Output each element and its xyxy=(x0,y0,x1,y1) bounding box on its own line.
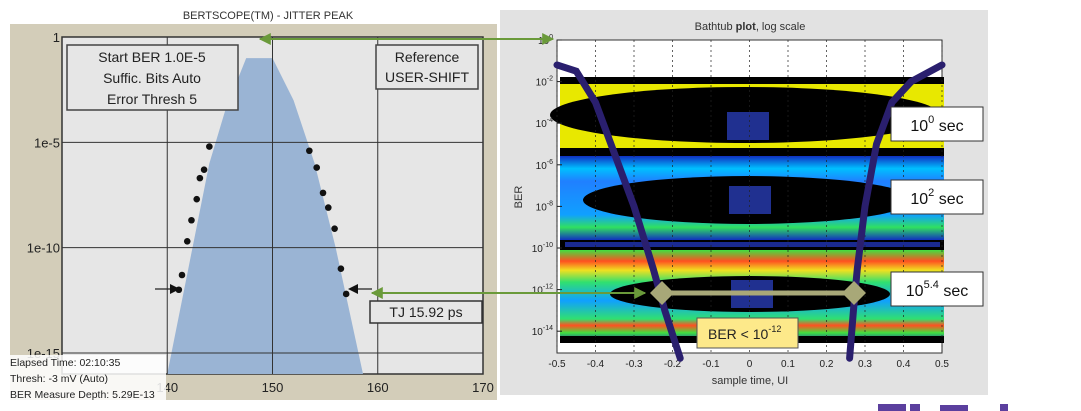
y-tick-label: 1 xyxy=(53,30,60,45)
threshold: Thresh: -3 mV (Auto) xyxy=(10,373,108,385)
y-tick-label: 10-2 xyxy=(536,76,553,89)
band-label-box: 100 sec xyxy=(890,106,984,142)
x-tick-label: 170 xyxy=(472,380,494,395)
logo-fragment xyxy=(878,404,1008,411)
band-labels: 100 sec 102 sec 105.4 sec xyxy=(890,106,984,307)
x-tick-label: 160 xyxy=(367,380,389,395)
data-point xyxy=(342,290,350,298)
tj-box: TJ 15.92 ps xyxy=(369,300,483,324)
x-axis-label: sample time, UI xyxy=(712,375,788,387)
y-axis-label: BER xyxy=(513,186,525,209)
data-point xyxy=(324,204,332,211)
data-point xyxy=(196,174,204,182)
jitter-distribution-fill xyxy=(167,58,364,374)
data-point xyxy=(188,216,195,224)
error-thresh-text: Error Thresh 5 xyxy=(107,91,197,107)
chart-title: Bathtub plot, log scale xyxy=(695,21,806,33)
svg-text:BER < 10-12: BER < 10-12 xyxy=(708,324,781,342)
stats-background xyxy=(8,355,166,405)
ber-measure-depth: BER Measure Depth: 5.29E-13 xyxy=(10,389,155,401)
diamond-marker-left xyxy=(650,281,674,305)
data-points xyxy=(175,143,350,298)
y-tick-label: 1e-10 xyxy=(27,241,60,256)
data-point xyxy=(313,164,321,171)
data-point xyxy=(206,143,213,150)
x-tick-label: 0.3 xyxy=(858,359,872,370)
reference-value: USER-SHIFT xyxy=(385,69,469,85)
arrow-left-icon xyxy=(348,284,358,294)
jitter-peak-chart: BERTSCOPE(TM) - JITTER PEAK 140 150 160 170… xyxy=(8,10,497,405)
band-label-frame xyxy=(890,271,984,307)
y-tick-label: 10-6 xyxy=(536,159,553,172)
settings-box: Start BER 1.0E-5 Suffic. Bits Auto Error… xyxy=(66,44,239,111)
reference-box: Reference USER-SHIFT xyxy=(375,44,479,90)
elapsed-time: Elapsed Time: 02:10:35 xyxy=(10,357,120,369)
bathtub-chart: Bathtub plot, log scale -0.5 -0.4 -0.3 -0.2… xyxy=(500,10,988,395)
band-label-frame xyxy=(890,106,984,142)
x-tick-label: 150 xyxy=(262,380,284,395)
data-point xyxy=(200,166,208,173)
x-tick-label: -0.5 xyxy=(548,359,566,370)
x-tick-label: -0.3 xyxy=(625,359,643,370)
data-point xyxy=(193,195,201,203)
data-point xyxy=(331,225,338,232)
start-ber-text: Start BER 1.0E-5 xyxy=(98,49,206,65)
data-point xyxy=(337,265,345,272)
data-point xyxy=(183,238,191,245)
x-tick-label: 0.4 xyxy=(897,359,911,370)
band-duration-label: 102 sec xyxy=(910,187,963,208)
ber-threshold-box: BER < 10-12 xyxy=(696,317,799,349)
band-label-box: 105.4 sec xyxy=(890,271,984,307)
y-tick-label: 10-8 xyxy=(536,200,553,213)
data-point xyxy=(178,271,186,279)
suffic-bits-text: Suffic. Bits Auto xyxy=(103,70,201,86)
chart-title: BERTSCOPE(TM) - JITTER PEAK xyxy=(183,10,354,22)
band-duration-label: 100 sec xyxy=(910,114,963,135)
tj-value: TJ 15.92 ps xyxy=(389,304,462,320)
data-point xyxy=(319,189,327,197)
band-label-box: 102 sec xyxy=(890,179,984,215)
x-tick-label: -0.4 xyxy=(587,359,605,370)
y-tick-label: 10-14 xyxy=(532,325,553,338)
x-tick-label: 0.1 xyxy=(781,359,795,370)
x-tick-label: -0.2 xyxy=(664,359,682,370)
y-tick-label: 10-4 xyxy=(536,117,553,130)
reference-label: Reference xyxy=(395,49,460,65)
band-label-frame xyxy=(890,179,984,215)
x-tick-label: 0 xyxy=(747,359,753,370)
y-tick-label: 10-10 xyxy=(532,242,553,255)
diamond-marker-right xyxy=(842,281,866,305)
data-point xyxy=(306,147,313,155)
x-tick-label: 0.5 xyxy=(935,359,949,370)
y-tick-label: 1e-5 xyxy=(34,135,60,150)
band-duration-label: 105.4 sec xyxy=(906,279,968,300)
x-tick-label: -0.1 xyxy=(702,359,720,370)
arrow-right-icon xyxy=(170,284,180,294)
x-tick-label: 0.2 xyxy=(820,359,834,370)
